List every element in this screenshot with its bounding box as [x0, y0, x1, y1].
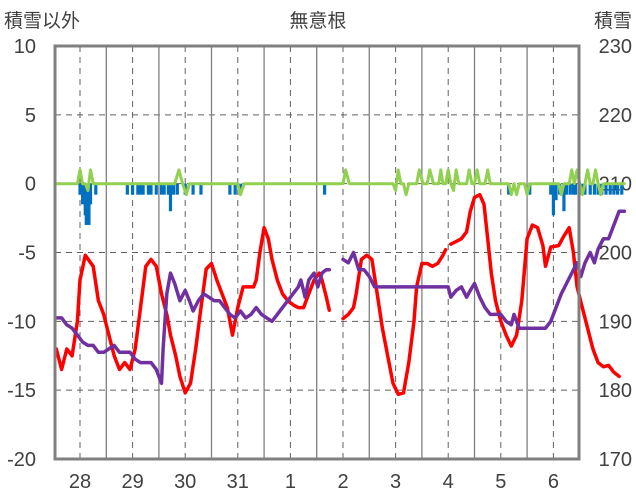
precip-bar — [84, 183, 88, 225]
left-tick-label: 10 — [14, 36, 36, 58]
precip-bar — [571, 183, 575, 195]
precip-bar — [568, 183, 572, 195]
x-tick-label: 1 — [285, 471, 296, 493]
left-tick-label: -5 — [18, 243, 36, 265]
precip-bar — [131, 183, 135, 195]
precip-bar — [608, 183, 612, 195]
precip-bar — [125, 183, 129, 195]
precip-bar — [78, 183, 82, 195]
precip-bar — [172, 183, 176, 195]
precip-bar — [562, 183, 566, 212]
x-tick-label: 30 — [174, 471, 196, 493]
precip-bar — [604, 183, 608, 195]
precip-bar — [81, 183, 85, 205]
left-tick-label: -20 — [7, 449, 36, 471]
precip-bar — [620, 183, 624, 195]
x-tick-label: 3 — [390, 471, 401, 493]
x-tick-label: 28 — [69, 471, 91, 493]
x-tick-label: 4 — [443, 471, 454, 493]
precip-bar — [175, 183, 179, 195]
series-line — [54, 168, 626, 197]
precip-bar — [168, 183, 173, 212]
right-tick-label: 230 — [599, 36, 632, 58]
precip-bar — [612, 183, 616, 195]
x-tick-label: 29 — [121, 471, 143, 493]
left-axis-ticks: 10 5 0 -5 -10 -15 -20 — [7, 36, 36, 471]
precip-bar — [615, 183, 620, 195]
x-tick-label: 2 — [337, 471, 348, 493]
left-tick-label: 0 — [25, 174, 36, 196]
x-tick-label: 5 — [495, 471, 506, 493]
precip-bar — [322, 183, 327, 195]
left-tick-label: -15 — [7, 380, 36, 402]
precip-bar — [191, 183, 195, 195]
precip-bar — [199, 183, 203, 195]
x-axis-ticks: 28 29 30 31 1 2 3 4 5 6 — [69, 471, 559, 493]
right-tick-label: 190 — [599, 311, 632, 333]
left-tick-label: -10 — [7, 311, 36, 333]
series-line — [449, 192, 621, 379]
precip-bar — [141, 183, 145, 195]
precip-bar — [573, 183, 578, 195]
x-tick-label: 31 — [227, 471, 249, 493]
left-axis-title: 積雪以外 — [4, 10, 80, 32]
precip-bar — [564, 183, 569, 195]
precip-bar — [149, 183, 153, 195]
precip-bar — [87, 183, 91, 225]
precip-bar — [233, 183, 237, 195]
precip-bar — [588, 183, 592, 195]
precip-bar — [136, 183, 140, 195]
series-line — [341, 247, 448, 397]
precip-bar — [159, 183, 164, 195]
precip-bar — [551, 183, 555, 216]
precip-bar — [146, 183, 150, 195]
left-tick-label: 5 — [25, 105, 36, 127]
precip-bars — [78, 183, 624, 225]
gridlines — [55, 46, 579, 459]
plot-frame — [53, 44, 581, 461]
right-tick-label: 200 — [599, 243, 632, 265]
right-tick-label: 180 — [599, 380, 632, 402]
precip-bar — [166, 183, 170, 195]
precip-bar — [162, 183, 166, 195]
precip-bar — [88, 183, 93, 205]
right-axis-ticks: 230220210200190180170 — [599, 36, 632, 471]
precip-bar — [94, 183, 98, 195]
right-tick-label: 220 — [599, 105, 632, 127]
precip-bar — [549, 183, 553, 195]
series-line — [54, 267, 332, 386]
x-tick-label: 6 — [548, 471, 559, 493]
precip-bar — [138, 183, 143, 195]
precip-bar — [154, 183, 158, 195]
precip-bar — [554, 183, 558, 201]
right-tick-label: 170 — [599, 449, 632, 471]
right-axis-title: 積雪 — [594, 10, 632, 32]
series-lines — [54, 168, 627, 397]
chart-title: 無意根 — [289, 10, 346, 32]
precip-bar — [592, 183, 597, 195]
precip-bar — [228, 183, 232, 195]
